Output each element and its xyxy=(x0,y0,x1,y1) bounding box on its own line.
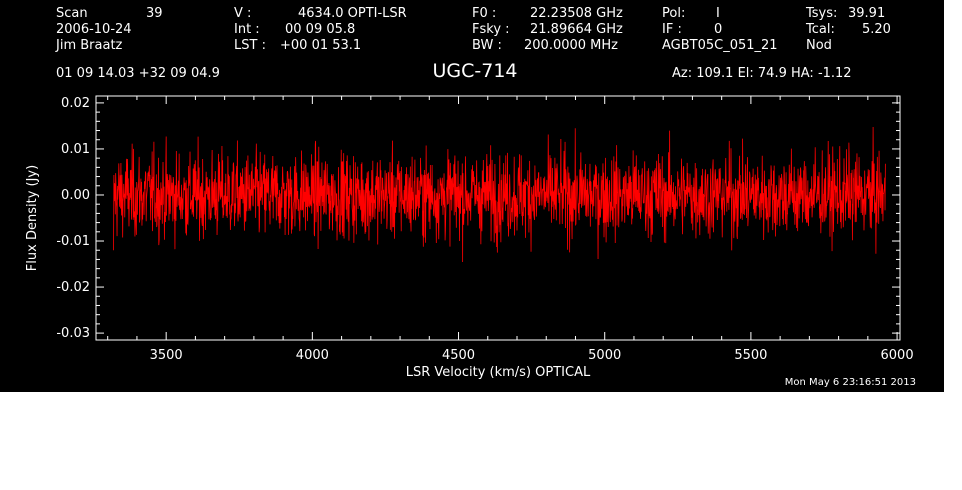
bandwidth-value: 200.0000 MHz xyxy=(524,38,618,53)
y-tick-label: -0.03 xyxy=(56,326,90,341)
object-name: UGC-714 xyxy=(432,60,518,82)
y-axis-label: Flux Density (Jy) xyxy=(25,165,40,271)
y-tick-label: 0.00 xyxy=(61,188,90,203)
y-tick-label: 0.02 xyxy=(61,96,90,111)
polarization-value: I xyxy=(716,6,720,21)
tcal-value: 5.20 xyxy=(862,22,891,37)
x-tick-label: 5000 xyxy=(588,348,621,363)
y-tick-label: -0.02 xyxy=(56,280,90,295)
if-label: IF : xyxy=(662,22,682,37)
integration-value: 00 09 05.8 xyxy=(285,22,356,37)
spectrum-trace-group xyxy=(113,126,886,263)
project-id: AGBT05C_051_21 xyxy=(662,38,778,53)
scan-label: Scan xyxy=(56,6,88,21)
plot-timestamp: Mon May 6 23:16:51 2013 xyxy=(784,377,916,388)
rest-freq-label: F0 : xyxy=(472,6,497,21)
velocity-value: 4634.0 OPTI-LSR xyxy=(298,6,407,21)
plot-frame xyxy=(95,95,901,341)
x-tick-label: 5500 xyxy=(734,348,767,363)
lst-value: +00 01 53.1 xyxy=(280,38,362,53)
x-axis-label: LSR Velocity (km/s) OPTICAL xyxy=(406,365,591,380)
observation-date: 2006-10-24 xyxy=(56,22,132,37)
rest-freq-value: 22.23508 GHz xyxy=(530,6,623,21)
source-coordinates: 01 09 14.03 +32 09 04.9 xyxy=(56,66,220,81)
x-tick-label: 3500 xyxy=(150,348,183,363)
x-tick-label: 4500 xyxy=(442,348,475,363)
switching-mode: Nod xyxy=(806,38,832,53)
bandwidth-label: BW : xyxy=(472,38,502,53)
sky-freq-value: 21.89664 GHz xyxy=(530,22,623,37)
axis-ticks: 3500 4000 4500 5000 5500 6000 0.02 0.01 0.00 -0.0… xyxy=(56,96,913,363)
y-tick-label: -0.01 xyxy=(56,234,90,249)
tcal-label: Tcal: xyxy=(806,22,835,37)
integration-label: Int : xyxy=(234,22,260,37)
scan-number: 39 xyxy=(146,6,163,21)
x-tick-label: 6000 xyxy=(881,348,914,363)
lst-label: LST : xyxy=(234,38,266,53)
tsys-label: Tsys: xyxy=(806,6,838,21)
polarization-label: Pol: xyxy=(662,6,686,21)
x-tick-label: 4000 xyxy=(296,348,329,363)
observer-name: Jim Braatz xyxy=(56,38,123,53)
sky-freq-label: Fsky : xyxy=(472,22,510,37)
spectrum-chart: 3500 4000 4500 5000 5500 6000 0.02 0.01 0.00 -0.0… xyxy=(25,95,914,380)
pointing-info: Az: 109.1 El: 74.9 HA: -1.12 xyxy=(672,66,852,81)
y-tick-label: 0.01 xyxy=(61,142,90,157)
tsys-value: 39.91 xyxy=(848,6,886,21)
velocity-label: V : xyxy=(234,6,252,21)
spectrum-trace xyxy=(113,126,886,263)
if-value: 0 xyxy=(714,22,723,37)
